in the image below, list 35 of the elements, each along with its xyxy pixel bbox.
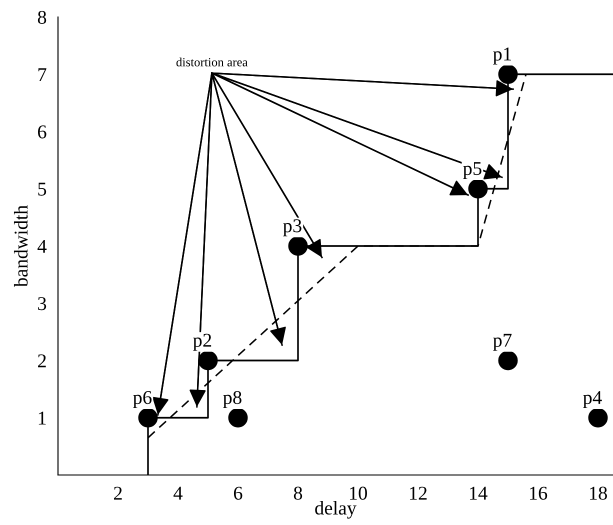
annotation: p1: [493, 48, 511, 65]
x-tick-label: 2: [114, 486, 122, 500]
point: [498, 64, 518, 84]
point: [228, 408, 248, 428]
x-tick-label: 6: [234, 486, 242, 500]
y-tick-label: 7: [38, 68, 46, 81]
y-axis-title: bandwidth: [14, 205, 28, 288]
x-tick-label: 14: [470, 486, 488, 500]
y-tick-label: 5: [38, 182, 46, 196]
point: [588, 408, 608, 428]
x-axis-title: delay: [315, 500, 356, 519]
y-tick-label: 3: [38, 297, 46, 310]
annotation: p7: [493, 334, 512, 351]
y-tick-label: 6: [38, 125, 46, 138]
y-tick-label: 8: [38, 10, 46, 24]
annotation: distortion area: [176, 58, 248, 66]
x-tick-label: 4: [174, 486, 183, 500]
point: [138, 408, 158, 428]
y-tick-label: 4: [38, 240, 47, 253]
point: [288, 236, 308, 256]
annotation: p3: [283, 219, 302, 236]
x-tick-label: 10: [350, 486, 367, 500]
annotation: p8: [223, 390, 242, 408]
x-tick-label: 16: [530, 486, 548, 500]
point: [498, 350, 518, 370]
point: [468, 179, 488, 198]
point: [198, 350, 218, 370]
annotation: p2: [193, 334, 212, 351]
annotation: p6: [133, 391, 152, 408]
y-tick-label: 1: [38, 412, 46, 424]
x-tick-label: 8: [294, 486, 302, 500]
x-tick-label: 12: [410, 486, 427, 500]
annotation: p4: [583, 391, 602, 408]
x-tick-label: 18: [590, 486, 607, 500]
y-tick-label: 2: [38, 354, 46, 368]
